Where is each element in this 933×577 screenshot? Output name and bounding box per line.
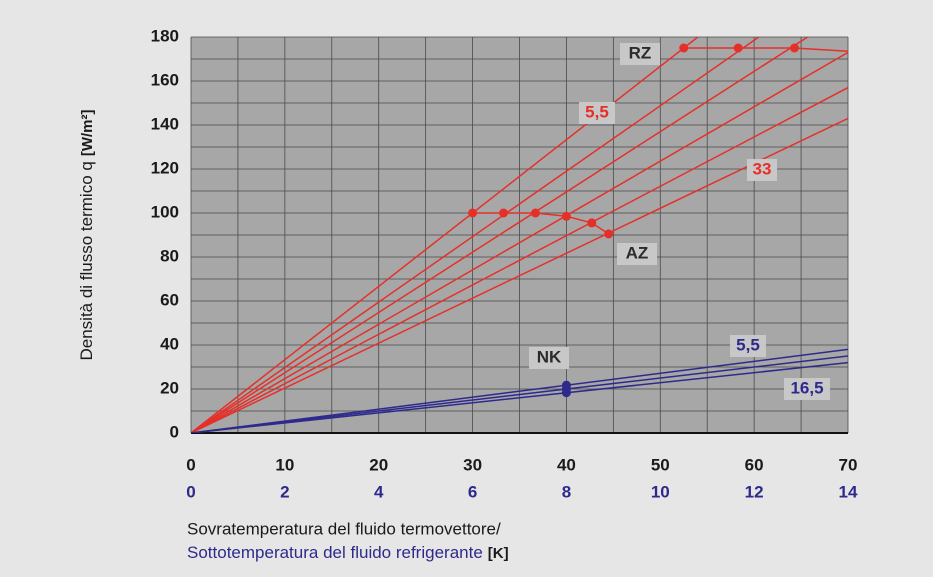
x-tick-label: 0: [186, 455, 195, 474]
annotation-box: [784, 378, 830, 400]
series-label-box: [529, 347, 569, 369]
x2-axis-label-text: Sottotemperatura del fluido refrigerante: [187, 543, 483, 562]
marker: [468, 208, 478, 218]
series-line: [191, 37, 760, 433]
y-axis-label: Densità di flusso termico q [W/m²]: [77, 109, 96, 360]
y-tick-label: 60: [160, 290, 179, 309]
x2-tick-label: 4: [374, 482, 384, 501]
series-line: [191, 51, 848, 433]
x2-tick-label: 14: [839, 482, 858, 501]
x-tick-label: 10: [275, 455, 294, 474]
series-label-box: [617, 243, 657, 265]
x2-tick-label: 10: [651, 482, 670, 501]
x2-tick-label: 2: [280, 482, 289, 501]
x-tick-label: 20: [369, 455, 388, 474]
marker: [561, 388, 571, 398]
annotation: 5,5: [736, 335, 760, 354]
annotation: 33: [753, 159, 772, 178]
series-line: [191, 86, 848, 433]
annotation-box: [747, 159, 777, 181]
series-line: [191, 361, 848, 433]
series-label: RZ: [629, 43, 652, 62]
series-label: NK: [537, 347, 562, 366]
series-line: [191, 355, 848, 433]
x2-tick-label: 6: [468, 482, 477, 501]
series-label: AZ: [626, 243, 649, 262]
y-tick-label: 40: [160, 334, 179, 353]
annotation-box: [730, 335, 766, 357]
marker: [733, 43, 743, 53]
y-axis-label-unit: [W/m²]: [79, 109, 96, 156]
series-label-box: [620, 43, 660, 65]
x2-axis-label: Sottotemperatura del fluido refrigerante…: [187, 543, 509, 562]
x-tick-label: 70: [839, 455, 858, 474]
y-tick-label: 160: [151, 70, 179, 89]
x-tick-label: 60: [745, 455, 764, 474]
x2-tick-label: 8: [562, 482, 571, 501]
marker: [679, 43, 689, 53]
annotation-box: [579, 102, 615, 124]
marker: [587, 218, 597, 228]
y-tick-label: 80: [160, 246, 179, 265]
y-tick-label: 180: [151, 26, 179, 45]
y-tick-label: 100: [151, 202, 179, 221]
y-tick-label: 0: [170, 422, 179, 441]
series-line: [683, 47, 848, 53]
x-axis-label-unit: [K]: [488, 545, 509, 562]
y-tick-label: 120: [151, 158, 179, 177]
series-line: [191, 117, 848, 433]
y-tick-label: 140: [151, 114, 179, 133]
x2-tick-label: 0: [186, 482, 195, 501]
series-line: [191, 348, 848, 433]
marker: [604, 229, 614, 239]
y-tick-label: 20: [160, 378, 179, 397]
annotation: 5,5: [585, 102, 609, 121]
x-tick-label: 50: [651, 455, 670, 474]
y-axis-label-text: Densità di flusso termico q: [77, 161, 96, 360]
x-tick-label: 30: [463, 455, 482, 474]
plot-lines: [191, 37, 848, 433]
annotation: 16,5: [790, 378, 823, 397]
x-axis-label: Sovratemperatura del fluido termovettore…: [187, 519, 501, 538]
x2-tick-label: 12: [745, 482, 764, 501]
series-line: [191, 37, 809, 433]
marker: [499, 208, 509, 218]
marker: [561, 211, 571, 221]
marker: [790, 43, 800, 53]
x-tick-label: 40: [557, 455, 576, 474]
marker: [530, 208, 540, 218]
